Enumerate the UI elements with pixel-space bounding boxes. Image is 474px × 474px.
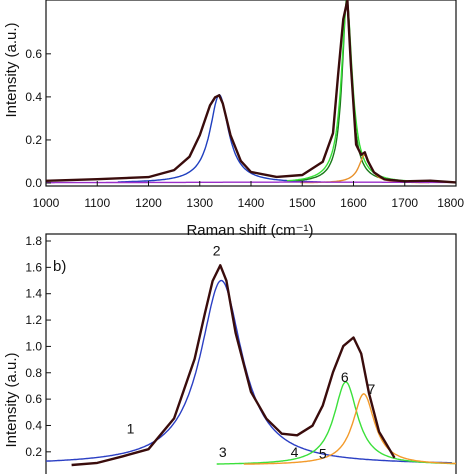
y-tick-label: 0.0 bbox=[25, 176, 42, 190]
x-tick-label: 1300 bbox=[186, 196, 213, 210]
panel-a-plot-frame bbox=[45, 0, 457, 187]
y-tick-label: 0.2 bbox=[25, 133, 42, 147]
fit-curve-2 bbox=[296, 0, 398, 182]
fit-curve-1 bbox=[46, 279, 452, 464]
x-tick-label: 1700 bbox=[391, 196, 418, 210]
fit-curve-4 bbox=[300, 154, 430, 184]
y-tick-label: 0.4 bbox=[25, 418, 42, 432]
panel-b-y-axis: 0.2 0.4 0.6 0.8 1.0 1.2 1.4 1.6 1.8 bbox=[25, 234, 51, 459]
x-tick-label: 1800 bbox=[437, 196, 464, 210]
y-tick-label: 1.0 bbox=[25, 339, 42, 353]
peak-label-4: 4 bbox=[291, 444, 299, 460]
peak-label-5: 5 bbox=[319, 445, 327, 461]
fit-curve-3 bbox=[243, 393, 456, 465]
panel-b-label: b) bbox=[53, 258, 66, 275]
panel-a-y-axis-title: Intensity (a.u.) bbox=[3, 22, 20, 117]
panel-b-plot-frame bbox=[45, 233, 457, 474]
peak-label-3: 3 bbox=[219, 444, 227, 460]
y-tick-label: 0.2 bbox=[25, 445, 42, 459]
panel-b-peak-labels: 1 2 3 4 5 6 7 bbox=[127, 242, 376, 461]
fit-curve-2 bbox=[216, 381, 456, 465]
panel-a-x-axis-title: Raman shift (cm⁻¹) bbox=[186, 222, 313, 239]
panel-a-x-axis: 1000 1100 1200 1300 1400 1500 1600 1700 1800 bbox=[33, 181, 464, 210]
panel-b-curves bbox=[46, 264, 456, 467]
peak-label-2: 2 bbox=[213, 242, 221, 258]
panel-a-y-axis: 0.0 0.2 0.4 0.6 bbox=[25, 47, 51, 190]
y-tick-label: 1.4 bbox=[25, 287, 42, 301]
y-tick-label: 0.4 bbox=[25, 90, 42, 104]
y-tick-label: 0.6 bbox=[25, 392, 42, 406]
panel-a: 0.0 0.2 0.4 0.6 1000 1100 1200 1300 1400 1500 160… bbox=[3, 0, 464, 239]
x-tick-label: 1200 bbox=[135, 196, 162, 210]
fit-curve-3 bbox=[286, 2, 407, 182]
peak-label-7: 7 bbox=[368, 381, 376, 397]
measured-spectrum-line bbox=[45, 0, 457, 184]
panel-b: b) 0.2 0.4 0.6 0.8 1.0 1.2 1.4 1.6 1.8 1 2 3 4 5 6 7 I… bbox=[3, 233, 457, 474]
y-tick-label: 0.6 bbox=[25, 47, 42, 61]
panel-b-y-axis-title: Intensity (a.u.) bbox=[3, 352, 20, 447]
panel-a-curves bbox=[45, 0, 457, 184]
y-tick-label: 1.2 bbox=[25, 313, 42, 327]
fit-curve-1 bbox=[117, 93, 321, 183]
peak-label-6: 6 bbox=[341, 369, 349, 385]
y-tick-label: 0.8 bbox=[25, 366, 42, 380]
measured-spectrum-line bbox=[71, 264, 396, 467]
x-tick-label: 1500 bbox=[289, 196, 316, 210]
x-tick-label: 1000 bbox=[33, 196, 60, 210]
y-tick-label: 1.8 bbox=[25, 234, 42, 248]
y-tick-label: 1.6 bbox=[25, 260, 42, 274]
x-tick-label: 1600 bbox=[340, 196, 367, 210]
peak-label-1: 1 bbox=[127, 420, 135, 436]
x-tick-label: 1100 bbox=[84, 196, 110, 210]
x-tick-label: 1400 bbox=[238, 196, 265, 210]
